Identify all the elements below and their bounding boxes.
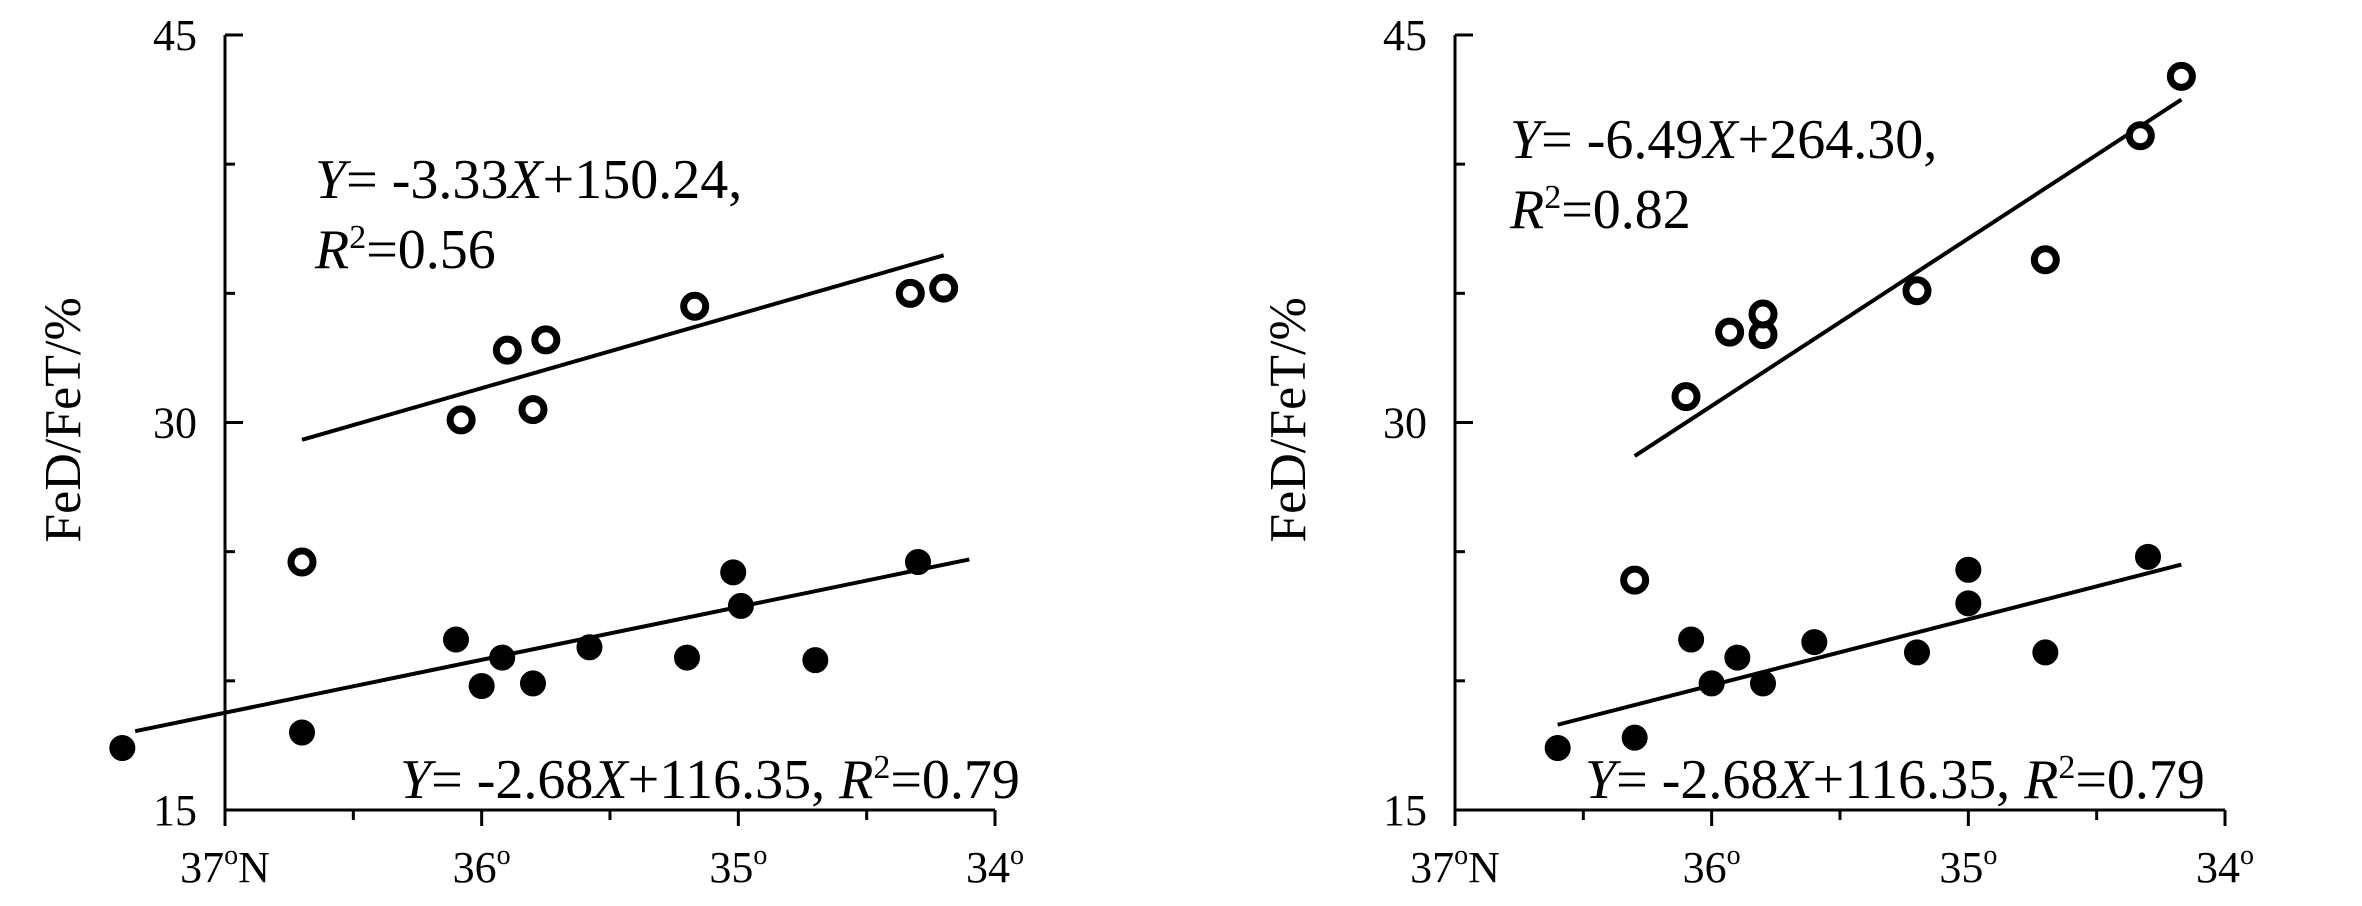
open-data-point bbox=[287, 547, 317, 577]
filled-data-point bbox=[1904, 639, 1930, 666]
filled-series-equation: Y= -2.68X+116.35, R2=0.79 bbox=[400, 749, 1020, 811]
open-fit-line bbox=[1633, 97, 2183, 458]
x-tick-label: 34o bbox=[966, 840, 1024, 892]
open-data-point bbox=[518, 395, 548, 425]
x-tick-label: 35o bbox=[1939, 840, 1997, 892]
x-tick-label: 36o bbox=[1683, 840, 1741, 892]
y-tick-label: 45 bbox=[153, 11, 197, 60]
open-data-point bbox=[1620, 565, 1650, 595]
filled-data-point bbox=[489, 644, 516, 671]
filled-fit-line bbox=[134, 557, 970, 734]
open-series-r2: R2=0.56 bbox=[314, 219, 496, 281]
open-data-point bbox=[929, 273, 959, 303]
x-tick-label: 36o bbox=[453, 840, 511, 892]
filled-data-point bbox=[1544, 735, 1571, 761]
filled-data-point bbox=[905, 549, 931, 575]
filled-data-point bbox=[727, 592, 754, 619]
filled-data-point bbox=[1621, 724, 1648, 751]
filled-data-point bbox=[443, 626, 469, 653]
filled-data-point bbox=[2032, 639, 2059, 666]
x-tick-label: 34o bbox=[2196, 840, 2254, 892]
open-data-point bbox=[895, 278, 925, 308]
open-data-point bbox=[531, 325, 561, 355]
open-data-point bbox=[2030, 245, 2060, 275]
filled-series-equation: Y= -2.68X+116.35, R2=0.79 bbox=[1585, 749, 2205, 811]
data-points bbox=[109, 273, 959, 761]
chart-panel-right: FeD/FeT/% 15 30 45 37oN 36o 35o 34o Y= -6.49X… bbox=[1260, 11, 2254, 892]
filled-data-point bbox=[2135, 543, 2161, 570]
y-ticks: 15 30 45 bbox=[1383, 11, 1473, 835]
open-fit-line bbox=[301, 253, 945, 442]
chart-panel-left: FeD/FeT/% 15 30 45 37oN 36o 35o 34o Y= -3.33X… bbox=[35, 11, 1024, 892]
open-data-point bbox=[446, 405, 476, 435]
filled-data-point bbox=[1801, 629, 1828, 656]
fit-lines bbox=[1557, 97, 2183, 727]
filled-data-point bbox=[109, 735, 136, 761]
y-tick-label: 30 bbox=[153, 399, 197, 448]
open-data-point bbox=[2166, 61, 2196, 91]
open-data-point bbox=[492, 335, 522, 365]
y-tick-label: 15 bbox=[1383, 786, 1427, 835]
filled-data-point bbox=[289, 719, 315, 746]
filled-data-point bbox=[802, 647, 829, 674]
x-ticks: 37oN 36o 35o 34o bbox=[1410, 810, 2254, 892]
filled-data-point bbox=[1698, 670, 1725, 697]
filled-data-point bbox=[576, 634, 603, 661]
filled-data-point bbox=[520, 670, 546, 697]
open-data-point bbox=[1671, 382, 1701, 412]
x-tick-label: 37oN bbox=[180, 840, 270, 892]
y-ticks: 15 30 45 bbox=[153, 11, 243, 835]
filled-data-point bbox=[1955, 590, 1982, 617]
open-data-point bbox=[1902, 276, 1932, 306]
data-points bbox=[1544, 61, 2196, 761]
y-axis-title: FeD/FeT/% bbox=[1260, 297, 1317, 543]
filled-data-point bbox=[720, 559, 747, 586]
open-data-point bbox=[2125, 121, 2155, 151]
filled-data-point bbox=[1678, 626, 1705, 653]
open-series-equation: Y= -3.33X+150.24, bbox=[315, 149, 742, 211]
open-data-point bbox=[680, 291, 710, 321]
open-series-r2: R2=0.82 bbox=[1509, 179, 1691, 241]
x-tick-label: 35o bbox=[709, 840, 767, 892]
open-series-equation: Y= -6.49X+264.30, bbox=[1510, 109, 1937, 171]
filled-data-point bbox=[1724, 644, 1751, 671]
open-data-point bbox=[1715, 317, 1745, 347]
open-data-point bbox=[1748, 299, 1778, 329]
fit-lines bbox=[134, 253, 970, 734]
filled-data-point bbox=[1955, 556, 1982, 583]
y-tick-label: 30 bbox=[1383, 399, 1427, 448]
y-tick-label: 45 bbox=[1383, 11, 1427, 60]
filled-data-point bbox=[1750, 670, 1776, 697]
x-ticks: 37oN 36o 35o 34o bbox=[180, 810, 1024, 892]
filled-fit-line bbox=[1557, 562, 2182, 727]
y-tick-label: 15 bbox=[153, 786, 197, 835]
x-tick-label: 37oN bbox=[1410, 840, 1500, 892]
filled-data-point bbox=[674, 644, 700, 671]
filled-data-point bbox=[468, 673, 495, 699]
y-axis-title: FeD/FeT/% bbox=[35, 297, 92, 543]
